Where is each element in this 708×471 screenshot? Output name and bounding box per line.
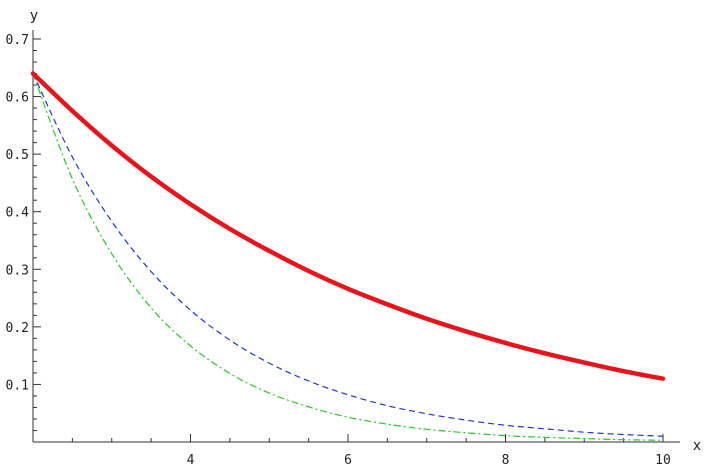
x-tick-label: 4 bbox=[187, 453, 195, 468]
axis-labels: x y bbox=[30, 8, 701, 454]
series-line-dashed bbox=[32, 73, 664, 437]
y-axis-label: y bbox=[30, 8, 38, 24]
y-tick-label: 0.3 bbox=[6, 263, 29, 278]
x-axis-label: x bbox=[693, 438, 701, 454]
axes: 4 6 8 10 0.1 0.2 0.3 0.4 0.5 0.6 0.7 bbox=[6, 30, 680, 468]
x-tick-label: 10 bbox=[655, 453, 671, 468]
y-tick-label: 0.1 bbox=[6, 378, 29, 393]
y-tick-label: 0.7 bbox=[6, 33, 29, 48]
y-tick-label: 0.6 bbox=[6, 91, 29, 106]
x-tick-label: 6 bbox=[344, 453, 352, 468]
series-line-dashdot bbox=[32, 73, 664, 441]
y-tick-label: 0.4 bbox=[6, 206, 30, 221]
y-tick-label: 0.2 bbox=[6, 321, 29, 336]
series-layer bbox=[30, 71, 666, 441]
y-tick-label: 0.5 bbox=[6, 148, 29, 163]
x-tick-label: 8 bbox=[502, 453, 510, 468]
series-line-solid bbox=[30, 71, 666, 381]
